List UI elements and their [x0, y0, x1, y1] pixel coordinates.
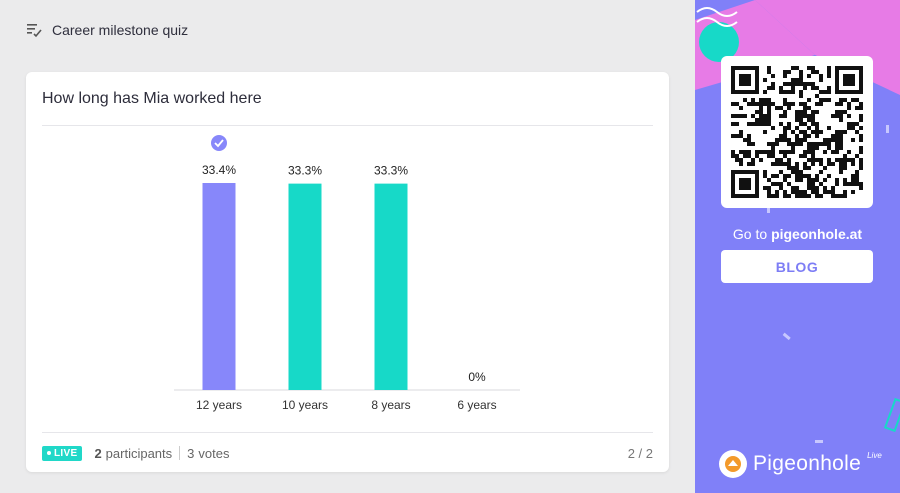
poll-card: How long has Mia worked here 33.4% 12 yea… [26, 72, 669, 472]
live-badge: LIVE [42, 445, 83, 461]
page-indicator[interactable]: 2 / 2 [627, 445, 653, 461]
join-sidebar: Go to pigeonhole.at BLOG Pigeonhole Live [695, 0, 900, 493]
brand-sup: Live [867, 450, 882, 460]
participants-count: 2 [94, 445, 102, 461]
tick-label-1: 10 years [282, 398, 328, 412]
tick-label-0: 12 years [196, 398, 242, 412]
pigeon-logo-icon [719, 450, 747, 478]
data-label-0: 33.4% [202, 163, 236, 177]
session-title: Career milestone quiz [52, 22, 189, 38]
divider [42, 432, 653, 433]
session-header: Career milestone quiz [26, 22, 188, 38]
live-label: LIVE [54, 447, 78, 459]
bar-2 [374, 183, 408, 390]
bar-0 [202, 183, 236, 390]
data-label-2: 33.3% [374, 164, 408, 178]
poll-list-icon [27, 24, 42, 38]
qr-code [721, 56, 873, 208]
question-title: How long has Mia worked here [42, 90, 262, 107]
participants-label: participants [105, 445, 173, 461]
votes-count: 3 [187, 445, 195, 461]
tick-label-2: 8 years [371, 398, 410, 412]
join-url[interactable]: pigeonhole.at [771, 226, 863, 242]
tick-label-3: 6 years [457, 398, 496, 412]
separator [179, 446, 181, 460]
join-instruction: Go to pigeonhole.at [695, 226, 900, 242]
main-panel: Career milestone quiz How long has Mia w… [26, 22, 669, 472]
divider [42, 125, 653, 126]
event-code-button[interactable]: BLOG [721, 250, 873, 283]
card-footer: LIVE 2 participants 3 votes 2 / 2 [42, 444, 653, 462]
pigeonhole-brand: Pigeonhole Live [719, 450, 882, 478]
brand-name: Pigeonhole [753, 452, 862, 475]
qr-code-icon [731, 66, 863, 198]
poll-results-chart: 33.4% 12 years 33.3% 10 years 33.3% 8 years 0%… [174, 135, 520, 412]
correct-answer-check-icon [211, 135, 227, 151]
bar-1 [288, 183, 322, 390]
goto-prefix: Go to [732, 226, 772, 242]
votes-label: votes [198, 445, 230, 461]
data-label-3: 0% [468, 370, 486, 384]
data-label-1: 33.3% [288, 164, 322, 178]
